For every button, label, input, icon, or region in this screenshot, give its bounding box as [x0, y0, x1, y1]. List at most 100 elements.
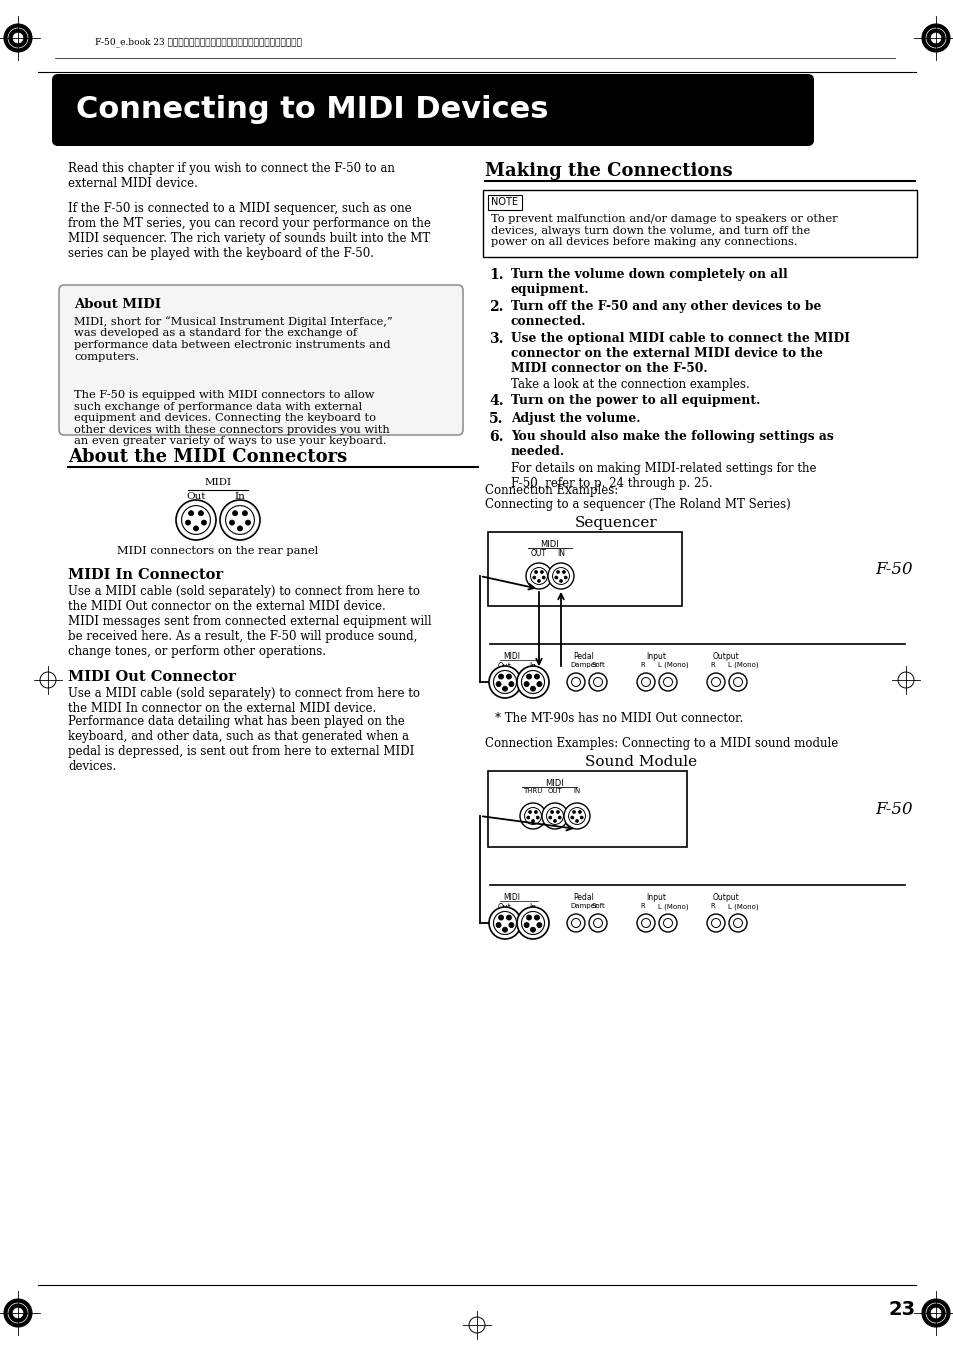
Circle shape [193, 526, 198, 531]
Circle shape [588, 915, 606, 932]
FancyBboxPatch shape [482, 190, 916, 257]
Text: MIDI connectors on the rear panel: MIDI connectors on the rear panel [117, 546, 318, 557]
Circle shape [230, 520, 234, 526]
Text: 3.: 3. [489, 332, 503, 346]
Text: Out: Out [497, 902, 512, 912]
Circle shape [534, 674, 538, 680]
Text: L (Mono): L (Mono) [658, 662, 688, 669]
Circle shape [13, 32, 23, 43]
Text: Out: Out [497, 662, 512, 671]
Text: MIDI messages sent from connected external equipment will
be received here. As a: MIDI messages sent from connected extern… [68, 615, 431, 658]
Circle shape [489, 666, 520, 698]
Text: MIDI Out Connector: MIDI Out Connector [68, 670, 235, 684]
FancyBboxPatch shape [488, 771, 686, 847]
Circle shape [526, 915, 531, 920]
Text: L (Mono): L (Mono) [727, 662, 758, 669]
Circle shape [198, 511, 203, 516]
Text: Adjust the volume.: Adjust the volume. [511, 412, 639, 426]
Circle shape [502, 927, 507, 932]
Circle shape [496, 681, 500, 686]
Text: Turn on the power to all equipment.: Turn on the power to all equipment. [511, 394, 760, 407]
Circle shape [530, 927, 535, 932]
Circle shape [506, 674, 511, 680]
Circle shape [556, 811, 558, 813]
Circle shape [930, 32, 940, 43]
Circle shape [637, 673, 655, 690]
Circle shape [921, 1300, 949, 1327]
Text: To prevent malfunction and/or damage to speakers or other
devices, always turn d: To prevent malfunction and/or damage to … [491, 213, 837, 247]
Circle shape [566, 915, 584, 932]
Circle shape [502, 686, 507, 692]
FancyBboxPatch shape [52, 74, 813, 146]
Text: About MIDI: About MIDI [74, 299, 161, 311]
Circle shape [537, 681, 541, 686]
Circle shape [532, 576, 536, 580]
Circle shape [523, 681, 529, 686]
Circle shape [588, 673, 606, 690]
Circle shape [563, 576, 567, 580]
Circle shape [562, 570, 565, 574]
Circle shape [517, 907, 548, 939]
Circle shape [508, 923, 514, 928]
Text: Damper: Damper [569, 662, 598, 667]
Text: In: In [529, 902, 536, 912]
Text: Pedal: Pedal [573, 893, 594, 902]
Circle shape [728, 915, 746, 932]
Circle shape [530, 686, 535, 692]
Circle shape [548, 816, 551, 819]
Text: In: In [234, 492, 245, 501]
Text: IN: IN [557, 549, 564, 558]
Text: MIDI: MIDI [540, 540, 558, 549]
Text: 23: 23 [888, 1300, 915, 1319]
Text: 6.: 6. [489, 430, 503, 444]
Text: R: R [639, 662, 644, 667]
Circle shape [498, 674, 503, 680]
Text: Connecting to MIDI Devices: Connecting to MIDI Devices [76, 96, 548, 124]
Text: Out: Out [186, 492, 206, 501]
Text: Soft: Soft [592, 902, 605, 909]
Circle shape [537, 923, 541, 928]
Text: Connecting to a sequencer (The Roland MT Series): Connecting to a sequencer (The Roland MT… [484, 499, 790, 511]
Circle shape [579, 816, 582, 819]
Text: THRU: THRU [523, 788, 542, 794]
Circle shape [525, 563, 552, 589]
Circle shape [537, 580, 540, 582]
Circle shape [541, 576, 544, 580]
Circle shape [659, 915, 677, 932]
Circle shape [558, 580, 562, 582]
Text: R: R [709, 662, 714, 667]
Text: * The MT-90s has no MIDI Out connector.: * The MT-90s has no MIDI Out connector. [495, 712, 742, 725]
Circle shape [534, 915, 538, 920]
Text: You should also make the following settings as
needed.: You should also make the following setti… [511, 430, 833, 458]
Circle shape [526, 674, 531, 680]
Circle shape [506, 915, 511, 920]
Text: F-50: F-50 [875, 801, 912, 817]
Text: Output: Output [712, 653, 739, 661]
Circle shape [220, 500, 260, 540]
Text: Turn the volume down completely on all
equipment.: Turn the volume down completely on all e… [511, 267, 787, 296]
Circle shape [526, 816, 529, 819]
Text: Damper: Damper [569, 902, 598, 909]
Text: Connection Examples:: Connection Examples: [484, 484, 618, 497]
Circle shape [534, 570, 537, 574]
Text: In: In [529, 662, 536, 671]
FancyBboxPatch shape [59, 285, 462, 435]
Text: Read this chapter if you wish to connect the F-50 to an
external MIDI device.: Read this chapter if you wish to connect… [68, 162, 395, 190]
Text: MIDI In Connector: MIDI In Connector [68, 567, 223, 582]
Text: If the F-50 is connected to a MIDI sequencer, such as one
from the MT series, yo: If the F-50 is connected to a MIDI seque… [68, 203, 431, 259]
Circle shape [496, 923, 500, 928]
Text: About the MIDI Connectors: About the MIDI Connectors [68, 449, 347, 466]
Text: R: R [639, 902, 644, 909]
Circle shape [558, 816, 560, 819]
Text: Pedal: Pedal [573, 653, 594, 661]
Text: F-50: F-50 [875, 561, 912, 577]
Text: Sound Module: Sound Module [584, 755, 697, 769]
Text: Soft: Soft [592, 662, 605, 667]
Circle shape [556, 570, 559, 574]
Text: MIDI: MIDI [503, 893, 520, 902]
Text: Turn off the F-50 and any other devices to be
connected.: Turn off the F-50 and any other devices … [511, 300, 821, 328]
Circle shape [566, 673, 584, 690]
Text: MIDI: MIDI [545, 780, 564, 788]
Circle shape [185, 520, 191, 526]
Text: L (Mono): L (Mono) [658, 902, 688, 909]
